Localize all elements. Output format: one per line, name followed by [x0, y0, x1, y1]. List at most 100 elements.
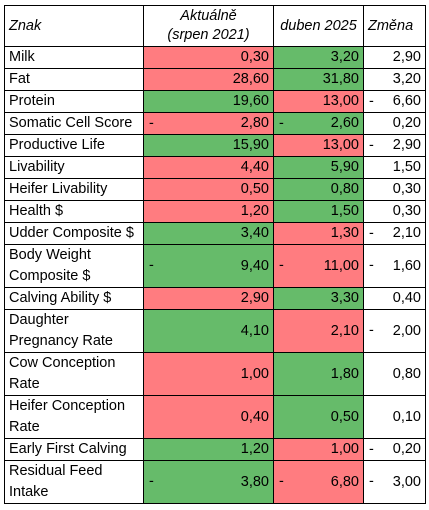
- trait-name-cell: Protein: [4, 90, 144, 113]
- trait-name-cell: Daughter Pregnancy Rate: [4, 309, 144, 353]
- cell-value: 19,60: [232, 93, 269, 109]
- cell-value: 3,40: [240, 225, 269, 241]
- current-value-cell: 4,40: [143, 156, 274, 179]
- cell-value: 2,10: [392, 225, 421, 241]
- table-row: Livability 4,40 5,90 1,50: [4, 156, 426, 179]
- minus-sign: -: [279, 257, 284, 274]
- cell-value: 0,40: [240, 408, 269, 425]
- new-value-cell: 0,80: [273, 178, 364, 201]
- cell-value: 13,00: [322, 93, 359, 109]
- cell-value: 0,50: [330, 408, 359, 425]
- minus-sign: -: [149, 115, 154, 131]
- table-row: Residual Feed Intake -3,80-6,80-3,00: [4, 460, 426, 504]
- table-row: Milk 0,30 3,20 2,90: [4, 46, 426, 69]
- trait-name-cell: Heifer Conception Rate: [4, 395, 144, 439]
- change-value-cell: - 0,20: [363, 438, 426, 461]
- trait-name-cell: Livability: [4, 156, 144, 179]
- current-value-cell: 3,40: [143, 222, 274, 245]
- new-value-cell: 3,30: [273, 287, 364, 310]
- new-value-cell: 1,50: [273, 200, 364, 223]
- cell-value: 4,10: [240, 322, 269, 339]
- new-value-cell: 13,00: [273, 134, 364, 157]
- new-value-cell: 5,90: [273, 156, 364, 179]
- cell-value: 1,60: [392, 257, 421, 274]
- cell-value: 0,30: [392, 203, 421, 219]
- current-value-cell: - 3,80: [143, 460, 274, 504]
- table-row: Cow Conception Rate 1,00 1,80 0,80: [4, 352, 426, 396]
- current-value-cell: - 9,40: [143, 244, 274, 288]
- cell-value: 2,80: [240, 115, 269, 131]
- cell-value: 2,60: [330, 115, 359, 131]
- change-value-cell: 0,20: [363, 112, 426, 135]
- new-value-cell: 31,80: [273, 68, 364, 91]
- current-value-cell: 15,90: [143, 134, 274, 157]
- trait-name-cell: Cow Conception Rate: [4, 352, 144, 396]
- change-value-cell: 2,90: [363, 46, 426, 69]
- table-row: Heifer Conception Rate 0,40 0,50 0,10: [4, 395, 426, 439]
- new-value-cell: 3,20: [273, 46, 364, 69]
- change-value-cell: - 1,60: [363, 244, 426, 288]
- cell-value: 4,40: [240, 159, 269, 175]
- trait-name-cell: Productive Life: [4, 134, 144, 157]
- cell-value: 11,00: [323, 257, 359, 274]
- change-value-cell: - 2,10: [363, 222, 426, 245]
- cell-value: 0,40: [392, 290, 421, 306]
- cell-value: 0,30: [240, 49, 269, 65]
- cell-value: 0,20: [392, 441, 421, 457]
- cell-value: 6,60: [392, 93, 421, 109]
- trait-comparison-table: Znak Aktuálně (srpen 2021) duben 2025 Zm…: [4, 5, 426, 504]
- table-row: Fat 28,60 31,80 3,20: [4, 68, 426, 91]
- table-row: Daughter Pregnancy Rate 4,10 2,10- 2,00: [4, 309, 426, 353]
- cell-value: 1,80: [330, 365, 359, 382]
- header-current-line1: Aktuálně: [180, 8, 237, 24]
- cell-value: 1,50: [392, 159, 421, 175]
- trait-name-cell: Early First Calving: [4, 438, 144, 461]
- current-value-cell: 1,20: [143, 438, 274, 461]
- table-body: Milk 0,30 3,20 2,90 Fat 28,60 31,80 3,20 Protein…: [4, 46, 426, 504]
- cell-value: 0,30: [392, 181, 421, 197]
- trait-name-cell: Milk: [4, 46, 144, 69]
- table-row: Health $ 1,20 1,50 0,30: [4, 200, 426, 223]
- change-value-cell: - 2,00: [363, 309, 426, 353]
- trait-name-cell: Body Weight Composite $: [4, 244, 144, 288]
- minus-sign: -: [369, 473, 374, 490]
- header-current-line2: (srpen 2021): [167, 27, 250, 43]
- new-value-cell: - 11,00: [273, 244, 364, 288]
- cell-value: 3,80: [240, 473, 269, 490]
- current-value-cell: 0,30: [143, 46, 274, 69]
- table-row: Body Weight Composite $ -9,40-11,00-1,60: [4, 244, 426, 288]
- cell-value: 28,60: [232, 71, 269, 87]
- current-value-cell: 1,20: [143, 200, 274, 223]
- minus-sign: -: [369, 93, 374, 109]
- minus-sign: -: [279, 473, 284, 490]
- cell-value: 0,50: [240, 181, 269, 197]
- new-value-cell: 0,50: [273, 395, 364, 439]
- minus-sign: -: [369, 441, 374, 457]
- current-value-cell: - 2,80: [143, 112, 274, 135]
- change-value-cell: - 6,60: [363, 90, 426, 113]
- minus-sign: -: [369, 322, 374, 339]
- cell-value: 1,30: [330, 225, 359, 241]
- current-value-cell: 2,90: [143, 287, 274, 310]
- cell-value: 1,20: [240, 203, 269, 219]
- trait-name-cell: Fat: [4, 68, 144, 91]
- cell-value: 31,80: [322, 71, 359, 87]
- change-value-cell: 0,30: [363, 200, 426, 223]
- minus-sign: -: [149, 257, 154, 274]
- header-current: Aktuálně (srpen 2021): [143, 5, 274, 47]
- cell-value: 0,80: [392, 365, 421, 382]
- new-value-cell: 13,00: [273, 90, 364, 113]
- cell-value: 3,00: [392, 473, 421, 490]
- new-value-cell: - 6,80: [273, 460, 364, 504]
- cell-value: 13,00: [322, 137, 359, 153]
- cell-value: 0,20: [392, 115, 421, 131]
- trait-name-cell: Udder Composite $: [4, 222, 144, 245]
- cell-value: 2,90: [392, 137, 421, 153]
- current-value-cell: 28,60: [143, 68, 274, 91]
- cell-value: 3,20: [392, 71, 421, 87]
- current-value-cell: 0,50: [143, 178, 274, 201]
- trait-name-cell: Health $: [4, 200, 144, 223]
- table-row: Protein 19,60 13,00- 6,60: [4, 90, 426, 113]
- table-row: Heifer Livability 0,50 0,80 0,30: [4, 178, 426, 201]
- new-value-cell: 1,00: [273, 438, 364, 461]
